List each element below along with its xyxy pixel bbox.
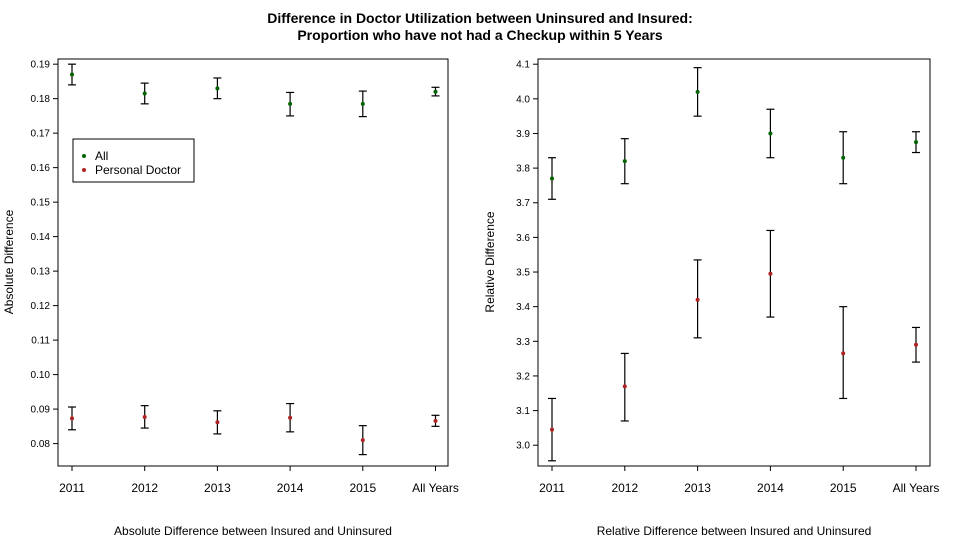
y-tick-label: 3.1 bbox=[516, 406, 530, 417]
y-tick-label: 3.5 bbox=[516, 268, 530, 279]
data-point-all bbox=[433, 89, 438, 94]
data-point-all bbox=[622, 159, 627, 164]
y-tick-label: 0.19 bbox=[31, 60, 51, 71]
data-point-personal-doctor bbox=[70, 416, 74, 421]
legend-marker-all bbox=[82, 154, 86, 158]
data-point-all bbox=[695, 89, 700, 94]
data-point-all bbox=[550, 176, 554, 181]
y-tick-label: 3.9 bbox=[516, 129, 530, 140]
absolute-difference-panel: Absolute Difference between Insured and … bbox=[2, 58, 459, 538]
y-tick-label: 0.08 bbox=[31, 439, 51, 450]
data-point-personal-doctor bbox=[215, 420, 220, 425]
x-tick-label: 2011 bbox=[539, 481, 565, 495]
y-tick-label: 0.17 bbox=[31, 129, 51, 140]
y-tick-label: 0.13 bbox=[31, 267, 51, 278]
y-tick-label: 0.16 bbox=[31, 163, 51, 174]
y-tick-label: 4.0 bbox=[516, 94, 530, 105]
data-point-all bbox=[768, 131, 773, 136]
data-point-personal-doctor bbox=[360, 438, 365, 443]
data-point-personal-doctor bbox=[433, 418, 438, 423]
y-tick-label: 3.4 bbox=[516, 302, 530, 313]
relative-difference-panel: Relative Difference between Insured and … bbox=[483, 58, 940, 538]
x-tick-label: 2011 bbox=[59, 481, 85, 495]
data-point-all bbox=[142, 91, 147, 96]
data-point-all bbox=[914, 140, 918, 145]
data-point-personal-doctor bbox=[768, 271, 773, 276]
x-tick-label: All Years bbox=[412, 481, 459, 495]
data-point-personal-doctor bbox=[142, 415, 147, 420]
legend-label-personal-doctor: Personal Doctor bbox=[95, 163, 181, 177]
x-tick-label: 2013 bbox=[684, 481, 711, 495]
y-tick-label: 0.10 bbox=[31, 370, 51, 381]
data-point-personal-doctor bbox=[622, 384, 627, 389]
data-point-personal-doctor bbox=[550, 427, 554, 432]
x-tick-label: 2015 bbox=[349, 481, 376, 495]
y-tick-label: 4.1 bbox=[516, 60, 530, 71]
chart-subtitle: Proportion who have not had a Checkup wi… bbox=[297, 27, 663, 43]
y-tick-label: 0.15 bbox=[31, 198, 51, 209]
left-y-axis-label: Absolute Difference bbox=[2, 209, 16, 314]
data-point-all bbox=[288, 101, 293, 106]
right-x-axis-label: Relative Difference between Insured and … bbox=[597, 524, 872, 538]
data-point-all bbox=[360, 101, 365, 106]
x-tick-label: 2015 bbox=[830, 481, 857, 495]
data-point-personal-doctor bbox=[914, 342, 918, 347]
y-tick-label: 3.8 bbox=[516, 164, 530, 175]
x-tick-label: 2014 bbox=[757, 481, 784, 495]
y-tick-label: 0.09 bbox=[31, 405, 51, 416]
right-plot-frame bbox=[537, 58, 931, 467]
x-tick-label: All Years bbox=[893, 481, 940, 495]
y-tick-label: 3.7 bbox=[516, 198, 530, 209]
data-point-personal-doctor bbox=[288, 415, 293, 420]
chart-title: Difference in Doctor Utilization between… bbox=[267, 10, 693, 26]
data-point-all bbox=[215, 86, 220, 91]
right-y-axis-label: Relative Difference bbox=[483, 211, 497, 312]
data-point-all bbox=[70, 72, 74, 77]
legend-box bbox=[72, 138, 195, 183]
x-tick-label: 2012 bbox=[131, 481, 158, 495]
x-tick-label: 2013 bbox=[204, 481, 231, 495]
y-tick-label: 0.12 bbox=[31, 301, 51, 312]
y-tick-label: 0.14 bbox=[31, 232, 51, 243]
y-tick-label: 3.3 bbox=[516, 337, 530, 348]
data-point-all bbox=[841, 155, 846, 160]
legend: All Personal Doctor bbox=[72, 138, 195, 183]
left-plot-frame bbox=[57, 58, 449, 467]
left-x-axis-label: Absolute Difference between Insured and … bbox=[114, 524, 392, 538]
data-point-personal-doctor bbox=[695, 297, 700, 302]
legend-label-all: All bbox=[95, 149, 108, 163]
y-tick-label: 3.0 bbox=[516, 441, 530, 452]
y-tick-label: 0.11 bbox=[31, 336, 50, 347]
y-tick-label: 3.6 bbox=[516, 233, 530, 244]
x-tick-label: 2012 bbox=[611, 481, 638, 495]
x-tick-label: 2014 bbox=[277, 481, 304, 495]
data-point-personal-doctor bbox=[841, 351, 846, 356]
legend-marker-personal-doctor bbox=[82, 168, 86, 172]
y-tick-label: 0.18 bbox=[31, 94, 51, 105]
y-tick-label: 3.2 bbox=[516, 371, 530, 382]
